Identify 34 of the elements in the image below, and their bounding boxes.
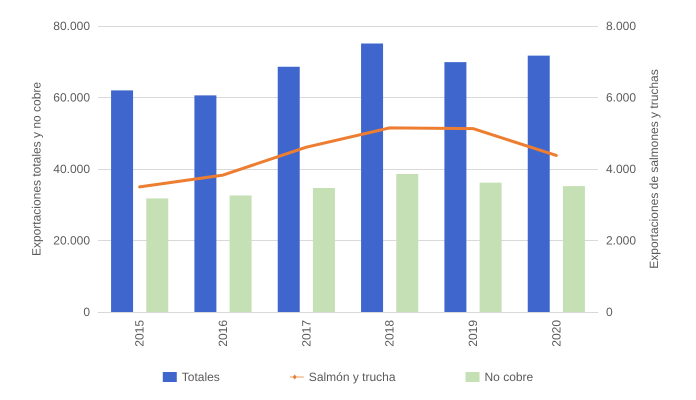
bar	[312, 188, 335, 312]
y2-tick-label: 8.000	[606, 19, 636, 33]
bar	[361, 44, 384, 312]
bar	[146, 198, 168, 312]
y-axis-title: Exportaciones totales y no cobre	[29, 82, 44, 256]
y-tick-label: 60.000	[53, 90, 90, 104]
bar	[444, 62, 466, 312]
y-tick-label: 80.000	[53, 19, 90, 33]
bar	[528, 56, 550, 312]
x-tick-label: 2015	[132, 320, 147, 347]
y2-tick-label: 2.000	[606, 234, 636, 248]
line-series	[138, 126, 558, 188]
y-tick-label: 0	[83, 305, 90, 319]
bar	[396, 174, 418, 312]
legend-label: Totales	[182, 370, 220, 384]
legend-label: Salmón y trucha	[308, 370, 396, 384]
bar	[230, 195, 252, 312]
x-tick-label: 2019	[466, 320, 480, 347]
y-tick-label: 40.000	[53, 162, 90, 176]
x-tick-label: 2018	[382, 320, 397, 347]
bar	[194, 95, 216, 312]
x-tick-label: 2020	[549, 320, 564, 347]
legend-label: No cobre	[484, 370, 534, 384]
y2-tick-label: 0	[606, 305, 613, 319]
bar	[562, 186, 585, 312]
y-tick-label: 20.000	[53, 234, 90, 248]
bar	[111, 90, 134, 312]
bar	[480, 182, 502, 312]
y2-axis-title: Exportaciones de salmones y truchas	[647, 69, 661, 269]
x-tick-label: 2016	[216, 320, 230, 347]
bar	[278, 66, 300, 312]
y2-tick-label: 4.000	[606, 162, 636, 176]
y2-tick-label: 6.000	[606, 90, 636, 104]
x-tick-label: 2017	[299, 320, 314, 347]
